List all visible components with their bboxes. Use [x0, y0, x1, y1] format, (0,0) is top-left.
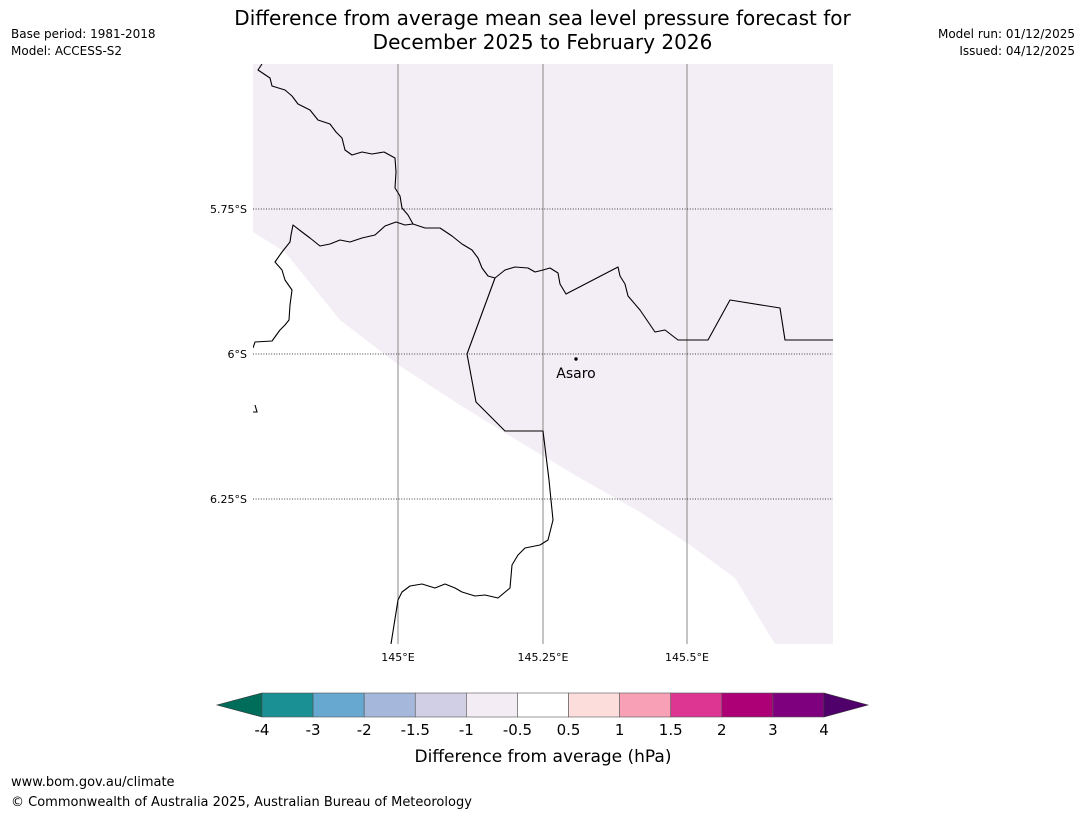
- footer-copyright: © Commonwealth of Australia 2025, Austra…: [11, 795, 472, 810]
- lon-label-145-25e: 145.25°E: [518, 651, 569, 664]
- colorbar-tick-label: -2: [357, 721, 372, 739]
- base-period-text: Base period: 1981-2018: [11, 27, 156, 41]
- colorbar-tick-label: 4: [819, 721, 829, 739]
- colorbar-tick-label: -3: [306, 721, 321, 739]
- colorbar-segment: [619, 692, 672, 718]
- colorbar-segment: [517, 692, 569, 718]
- colorbar-segment: [466, 692, 518, 718]
- meta-left: Base period: 1981-2018 Model: ACCESS-S2: [11, 26, 156, 60]
- colorbar-segment: [261, 692, 314, 718]
- colorbar-segment: [568, 692, 620, 718]
- colorbar-tick-label: -0.5: [503, 721, 532, 739]
- lat-label-5-75s: 5.75°S: [210, 203, 247, 216]
- province-boundary-north: [253, 64, 414, 349]
- colorbar-segment: [363, 692, 416, 718]
- colorbar-tick-label: 0.5: [557, 721, 581, 739]
- colorbar-tick-label: 3: [768, 721, 778, 739]
- title-line-2: December 2025 to February 2026: [372, 30, 713, 54]
- colorbar-under-arrow: [215, 692, 263, 718]
- issued-text: Issued: 04/12/2025: [959, 44, 1075, 58]
- colorbar-tick-label: -4: [255, 721, 270, 739]
- meta-right: Model run: 01/12/2025 Issued: 04/12/2025: [938, 26, 1075, 60]
- colorbar-segment: [414, 692, 467, 718]
- colorbar-tick-label: -1: [459, 721, 474, 739]
- map-area: Asaro: [253, 64, 833, 644]
- asaro-marker: [574, 357, 578, 361]
- model-text: Model: ACCESS-S2: [11, 44, 123, 58]
- colorbar-segment: [670, 692, 723, 718]
- colorbar-over-arrow: [823, 692, 870, 718]
- lat-label-6s: 6°S: [228, 348, 247, 361]
- footer-url: www.bom.gov.au/climate: [11, 775, 175, 790]
- colorbar-label: Difference from average (hPa): [415, 747, 672, 767]
- colorbar-ticks: -4 -3 -2 -1.5 -1 -0.5 0.5 1 1.5 2 3 4: [255, 721, 829, 739]
- colorbar-segment: [721, 692, 774, 718]
- province-boundary-central: [412, 223, 833, 341]
- colorbar-tick-label: 1.5: [659, 721, 683, 739]
- lat-label-6-25s: 6.25°S: [210, 493, 247, 506]
- title-line-1: Difference from average mean sea level p…: [234, 6, 851, 30]
- colorbar-tick-label: 1: [615, 721, 625, 739]
- colorbar-tick-label: 2: [717, 721, 727, 739]
- colorbar-segment: [312, 692, 365, 718]
- lon-label-145e: 145°E: [381, 651, 414, 664]
- lon-label-145-5e: 145.5°E: [665, 651, 709, 664]
- province-boundary-south: [390, 277, 554, 644]
- colorbar-segment: [772, 692, 825, 718]
- colorbar: [215, 692, 870, 718]
- asaro-label: Asaro: [556, 366, 595, 382]
- chart-title: Difference from average mean sea level p…: [0, 6, 1085, 54]
- coast-fragment: [253, 404, 258, 413]
- colorbar-tick-label: -1.5: [401, 721, 430, 739]
- model-run-text: Model run: 01/12/2025: [937, 27, 1075, 41]
